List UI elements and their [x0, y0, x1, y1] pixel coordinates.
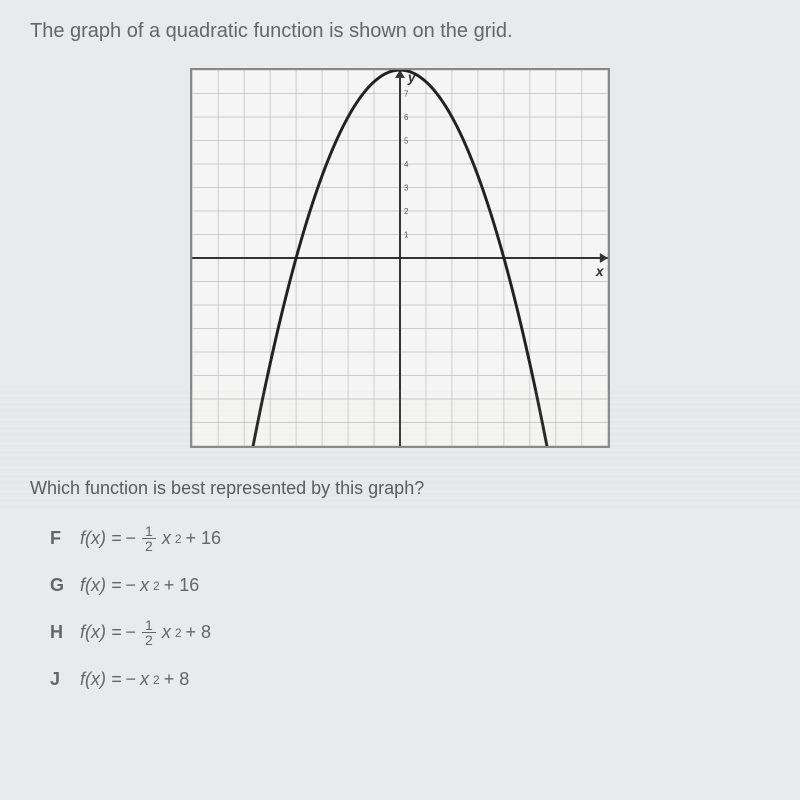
svg-text:x: x	[595, 263, 605, 279]
svg-text:4: 4	[404, 160, 409, 169]
option-formula: f(x) = −x2 + 8	[80, 669, 189, 690]
svg-text:1: 1	[404, 230, 409, 239]
option-formula: f(x) = −12x2 + 16	[80, 524, 221, 553]
option-letter: J	[50, 669, 80, 690]
answer-options: Ff(x) = −12x2 + 16 Gf(x) = −x2 + 16 Hf(x) …	[30, 524, 770, 690]
svg-text:7: 7	[404, 89, 408, 98]
option-letter: H	[50, 622, 80, 643]
graph-svg: yx1234567	[192, 70, 608, 446]
question-text: The graph of a quadratic function is sho…	[30, 20, 770, 43]
sub-question-text: Which function is best represented by th…	[30, 478, 770, 499]
svg-text:2: 2	[404, 207, 408, 216]
answer-option[interactable]: Ff(x) = −12x2 + 16	[50, 524, 770, 553]
answer-option[interactable]: Hf(x) = −12x2 + 8	[50, 618, 770, 647]
option-letter: F	[50, 528, 80, 549]
answer-option[interactable]: Gf(x) = −x2 + 16	[50, 575, 770, 596]
option-formula: f(x) = −12x2 + 8	[80, 618, 211, 647]
graph-container: yx1234567	[190, 68, 610, 448]
answer-option[interactable]: Jf(x) = −x2 + 8	[50, 669, 770, 690]
option-formula: f(x) = −x2 + 16	[80, 575, 199, 596]
svg-text:6: 6	[404, 113, 409, 122]
svg-text:5: 5	[404, 136, 409, 145]
svg-text:3: 3	[404, 183, 409, 192]
option-letter: G	[50, 575, 80, 596]
